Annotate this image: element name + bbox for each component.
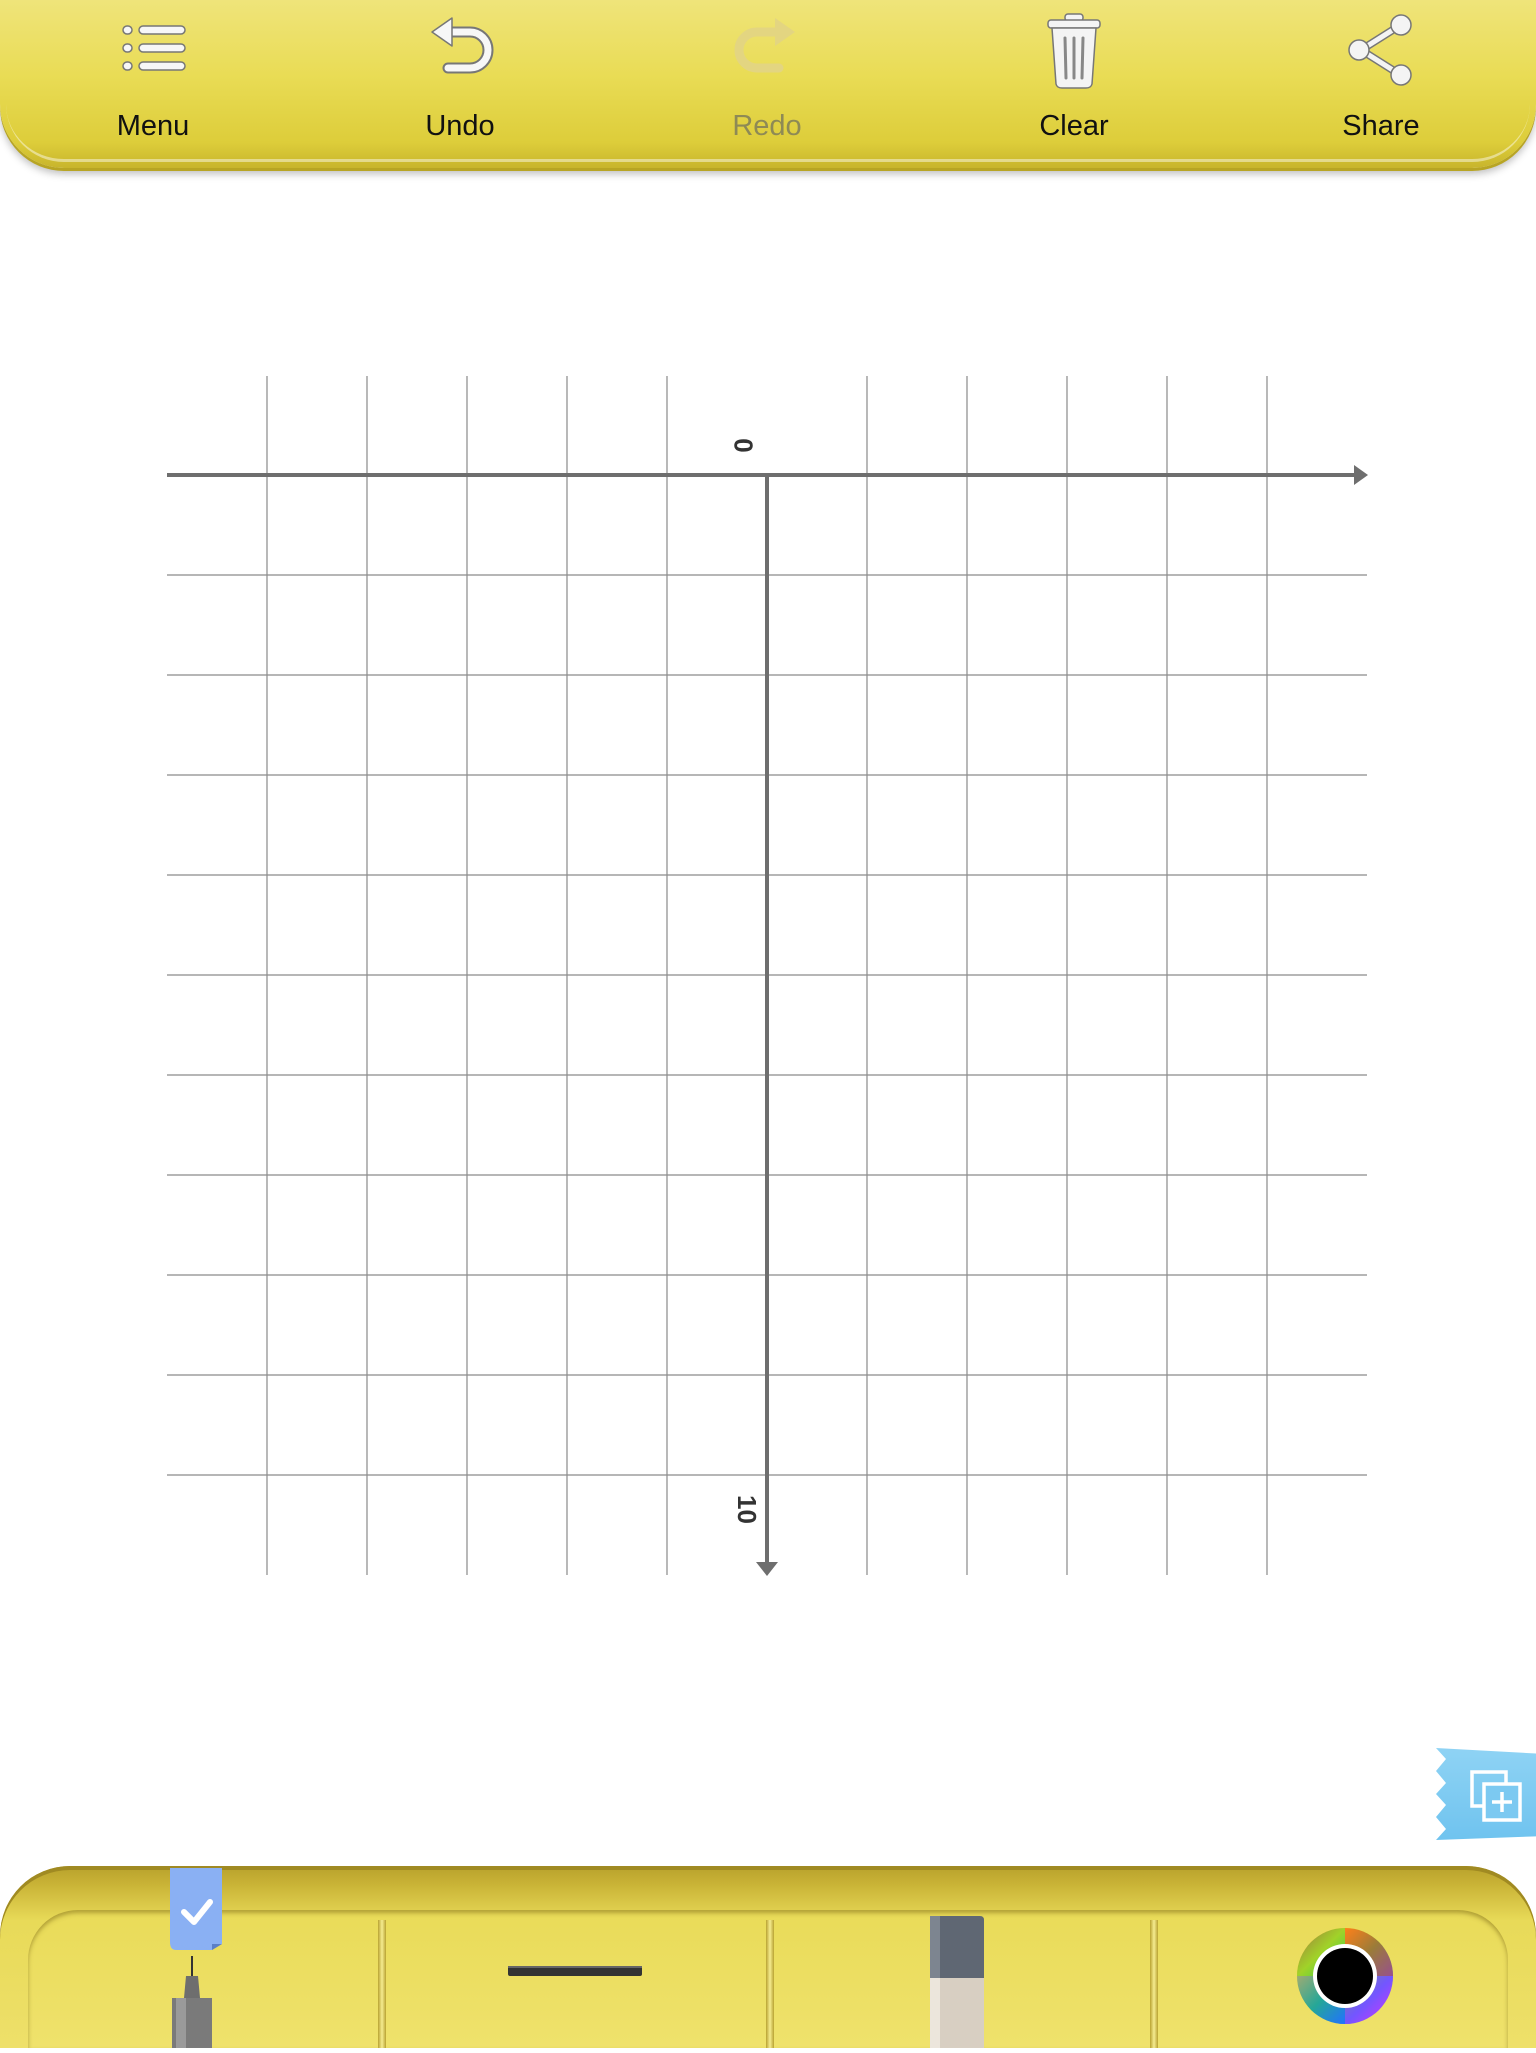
undo-arrow-icon [431, 17, 494, 74]
current-color-swatch [1317, 1948, 1373, 2004]
eraser-tool[interactable] [912, 1866, 1002, 2048]
clear-button[interactable]: Clear [984, 10, 1164, 150]
redo-arrow-icon [734, 18, 795, 73]
color-wheel-icon [1297, 1928, 1393, 2024]
color-picker-button[interactable] [1290, 1866, 1400, 2048]
y-axis-top-label: 0 [728, 438, 759, 453]
redo-label: Redo [732, 110, 802, 142]
y-axis-bottom-label: 10 [731, 1495, 762, 1524]
top-toolbar: Menu Undo Redo Clear [0, 0, 1536, 168]
undo-label: Undo [425, 110, 495, 142]
tray-divider [1150, 1920, 1158, 2048]
share-icon [1348, 14, 1412, 86]
pen-tool[interactable] [150, 1866, 250, 2048]
add-page-tab[interactable] [1436, 1748, 1536, 1840]
tool-tray [0, 1866, 1536, 2048]
line-width-button[interactable] [480, 1866, 670, 2048]
menu-button[interactable]: Menu [63, 10, 243, 150]
x-axis-arrow [1354, 465, 1368, 485]
y-axis-arrow [756, 1562, 778, 1576]
tray-divider [378, 1920, 386, 2048]
clear-label: Clear [1039, 110, 1109, 142]
redo-button[interactable]: Redo [677, 10, 857, 150]
selected-check-icon [170, 1868, 222, 1950]
menu-label: Menu [116, 110, 190, 142]
eraser-icon [930, 1916, 984, 2048]
share-label: Share [1342, 110, 1420, 142]
share-button[interactable]: Share [1291, 10, 1471, 150]
pen-icon [172, 1956, 212, 2048]
line-width-icon [508, 1966, 642, 1976]
undo-button[interactable]: Undo [370, 10, 550, 150]
add-page-icon [1470, 1770, 1522, 1822]
menu-list-icon [122, 25, 186, 71]
trash-icon [1047, 13, 1101, 89]
tray-divider [766, 1920, 774, 2048]
